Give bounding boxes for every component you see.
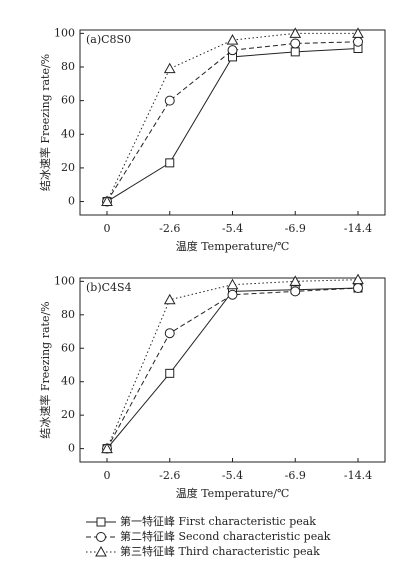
x-tick-label: -6.9 (285, 222, 306, 235)
x-tick-label: -6.9 (285, 469, 306, 482)
legend-label: 第三特征峰 Third characteristic peak (120, 544, 320, 558)
marker (289, 27, 302, 38)
y-tick-label: 20 (61, 161, 75, 174)
y-tick-label: 20 (61, 408, 75, 421)
marker (101, 195, 113, 207)
marker (227, 45, 238, 56)
y-tick-label: 100 (54, 26, 75, 39)
marker (290, 38, 301, 49)
series-line (106, 287, 359, 449)
y-tick-label: 80 (61, 308, 75, 321)
marker (101, 442, 113, 454)
legend-marker (96, 517, 106, 527)
x-axis-label: 温度 Temperature/℃ (176, 486, 290, 500)
y-axis-label: 结冰速率 Freezing rate/% (38, 54, 52, 191)
series-line (106, 41, 359, 202)
series-line (106, 48, 359, 202)
x-tick-label: -14.4 (344, 222, 372, 235)
y-tick-label: 60 (61, 341, 75, 354)
panel-label: (a)C8S0 (86, 33, 131, 46)
marker (164, 328, 175, 339)
y-axis-label: 结冰速率 Freezing rate/% (38, 301, 52, 438)
marker (353, 283, 363, 294)
x-tick-label: -14.4 (344, 469, 372, 482)
marker (226, 34, 239, 45)
x-tick-label: 0 (104, 222, 111, 235)
y-tick-label: 80 (61, 60, 75, 73)
marker (163, 62, 176, 74)
marker (226, 278, 239, 290)
panel-label: (b)C4S4 (86, 281, 132, 294)
y-tick-label: 100 (54, 274, 75, 287)
x-tick-label: -2.6 (159, 469, 180, 482)
x-tick-label: -5.4 (222, 469, 243, 482)
marker (353, 36, 363, 47)
y-tick-label: 60 (61, 94, 75, 107)
marker (352, 27, 364, 38)
marker (290, 47, 300, 57)
x-tick-label: -5.4 (222, 222, 243, 235)
x-tick-label: -2.6 (159, 222, 180, 235)
marker (290, 286, 301, 297)
y-tick-label: 40 (61, 375, 75, 388)
legend-label: 第一特征峰 First characteristic peak (120, 514, 316, 528)
legend-marker (96, 532, 106, 542)
x-axis-label: 温度 Temperature/℃ (176, 239, 290, 253)
legend-marker (95, 545, 107, 557)
legend-label: 第二特征峰 Second characteristic peak (120, 529, 331, 543)
y-tick-label: 0 (68, 442, 75, 455)
y-tick-label: 0 (68, 195, 75, 208)
marker (163, 293, 176, 305)
marker (165, 368, 175, 378)
marker (227, 289, 238, 300)
plot-frame (79, 277, 386, 463)
x-tick-label: 0 (104, 469, 111, 482)
series-line (106, 279, 359, 449)
marker (165, 158, 175, 168)
marker (289, 275, 302, 286)
y-tick-label: 40 (61, 127, 75, 140)
series-line (106, 287, 359, 449)
marker (352, 273, 364, 285)
marker (164, 95, 175, 106)
